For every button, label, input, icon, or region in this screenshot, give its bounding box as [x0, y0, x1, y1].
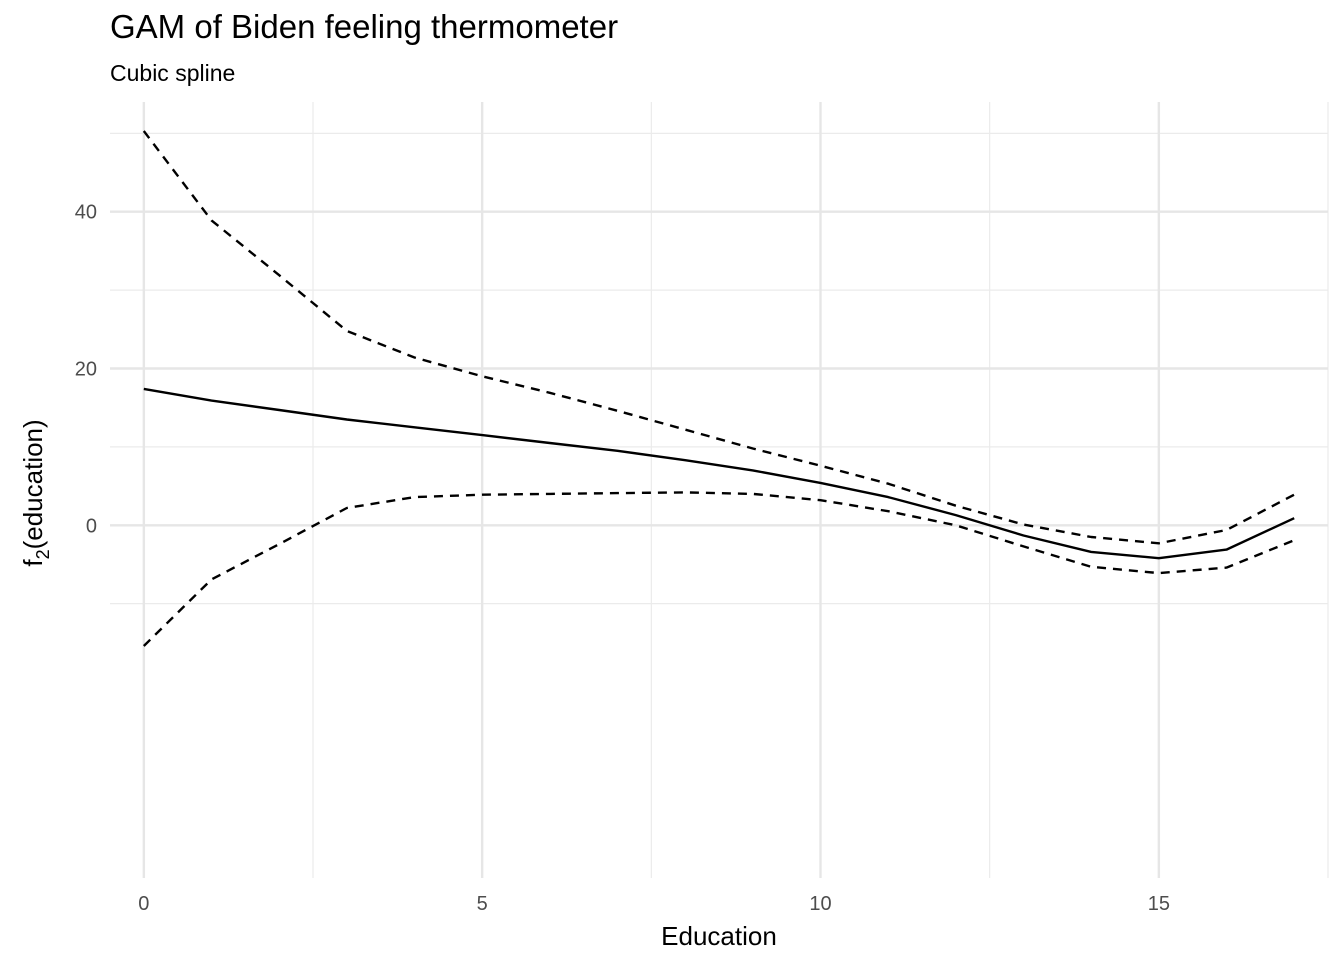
x-tick-label: 5 — [477, 893, 488, 915]
x-axis-ticks: 0 5 10 15 — [138, 893, 1170, 915]
x-axis-title: Education — [661, 921, 777, 951]
y-axis-title-rest: (education) — [18, 419, 48, 549]
minor-gridlines — [110, 102, 1329, 878]
y-tick-label: 20 — [75, 359, 97, 381]
chart-subtitle: Cubic spline — [110, 60, 236, 86]
x-tick-label: 0 — [138, 893, 149, 915]
y-axis-title: f2(education) — [18, 419, 53, 566]
y-tick-label: 0 — [86, 515, 97, 537]
x-tick-label: 10 — [809, 893, 831, 915]
lower-ci-line — [142, 491, 1295, 647]
series-lines — [142, 130, 1295, 647]
major-gridlines — [110, 102, 1328, 878]
chart-title: GAM of Biden feeling thermometer — [110, 8, 619, 45]
y-axis-ticks: 0 20 40 — [75, 202, 97, 538]
y-tick-label: 40 — [75, 202, 97, 224]
x-tick-label: 15 — [1148, 893, 1170, 915]
y-axis-title-main: f — [18, 559, 48, 567]
upper-ci-line — [142, 130, 1295, 545]
estimate-line — [143, 387, 1295, 560]
y-axis-title-subscript: 2 — [33, 549, 53, 559]
